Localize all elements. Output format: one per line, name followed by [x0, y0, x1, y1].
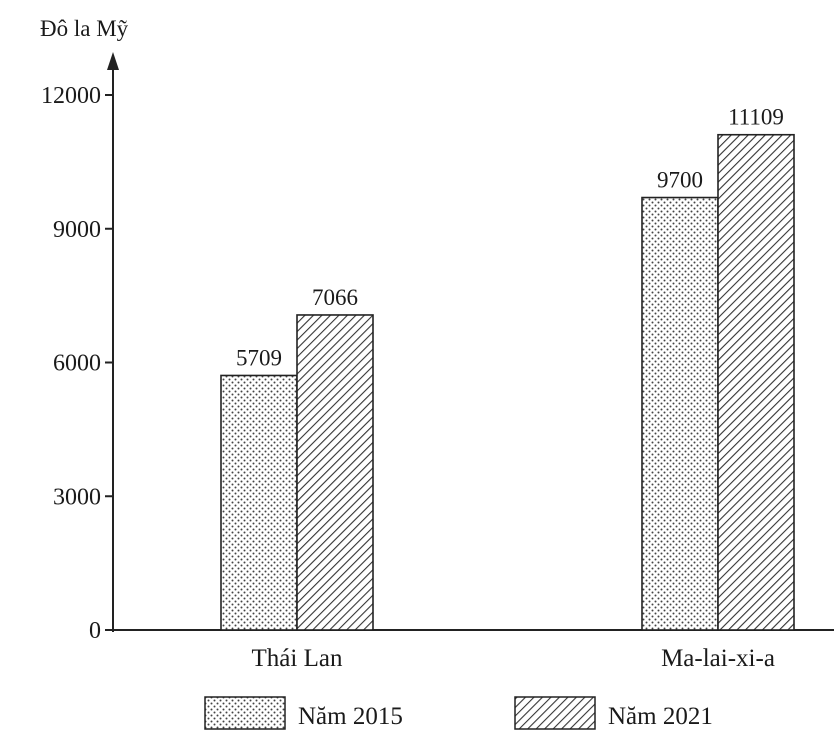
category-label: Ma-lai-xi-a: [661, 645, 775, 672]
bar-2021: [296, 314, 374, 631]
bar-2015: [220, 374, 298, 631]
bar-value-label: 9700: [657, 168, 703, 193]
y-tick-label: 3000: [53, 484, 101, 510]
legend-label-2021: Năm 2021: [608, 703, 713, 730]
bar-value-label: 7066: [312, 285, 358, 310]
y-tick-label: 0: [89, 618, 101, 644]
legend: Năm 2015 Năm 2021: [204, 696, 713, 730]
bar-2015: [641, 196, 719, 631]
bar-2021: [717, 133, 795, 631]
category-labels-group: Thái Lan Ma-lai-xi-a: [252, 645, 775, 672]
y-axis-ticks: 0 3000 6000 9000 12000: [41, 83, 113, 644]
y-tick-label: 6000: [53, 351, 101, 377]
legend-label-2015: Năm 2015: [298, 703, 403, 730]
value-labels-group: 5709 7066 9700 11109: [236, 105, 784, 371]
y-axis-arrow: [107, 52, 119, 70]
bar-value-label: 5709: [236, 345, 282, 370]
legend-swatch-2021: [514, 696, 596, 730]
legend-swatch-2015: [204, 696, 286, 730]
y-tick-label: 12000: [41, 83, 101, 109]
category-label: Thái Lan: [252, 645, 343, 672]
bar-value-label: 11109: [728, 105, 784, 130]
y-tick-label: 9000: [53, 217, 101, 243]
y-axis-title: Đô la Mỹ: [40, 16, 129, 41]
bars-group: [220, 133, 795, 631]
